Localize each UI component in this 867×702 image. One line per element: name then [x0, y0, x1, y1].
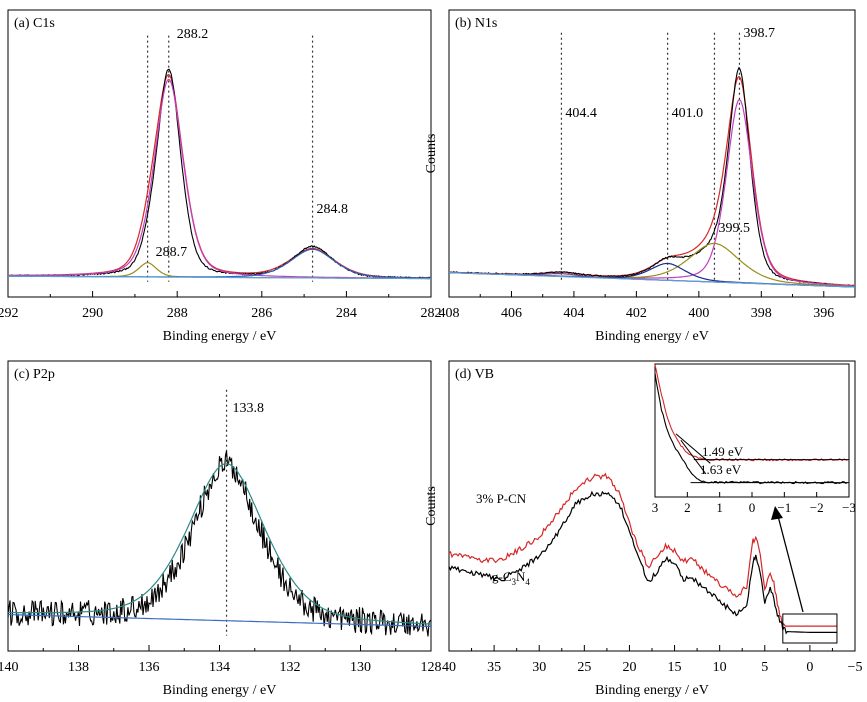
series-envelope	[8, 73, 431, 279]
inset-x-tick-label: −1	[777, 500, 791, 515]
panel-label: (c) P2p	[14, 367, 55, 382]
axes-frame	[448, 9, 856, 298]
series-fit	[8, 463, 432, 625]
panel-label: (b) N1s	[455, 16, 497, 31]
x-axis-label: Binding energy / eV	[595, 329, 709, 344]
x-tick-label: 132	[280, 660, 301, 675]
inset-x-tick-label: −3	[842, 500, 856, 515]
inset-x-tick-label: −2	[810, 500, 824, 515]
x-tick-label: 292	[0, 306, 19, 321]
x-tick-label: 10	[713, 660, 727, 675]
x-axis-label: Binding energy / eV	[163, 683, 277, 698]
inset-panel: 3 2 1 0 −1 −2 −3 1.49 eV 1.63 eV	[652, 363, 856, 515]
x-tick-label: 402	[626, 306, 647, 321]
series-baseline	[8, 614, 432, 628]
peak-label: 401.0	[672, 106, 704, 121]
x-tick-label: 286	[251, 306, 272, 321]
x-tick-label: 406	[501, 306, 522, 321]
peak-label: 288.7	[156, 245, 188, 260]
series-raw	[448, 66, 856, 288]
peak-label: 284.8	[317, 202, 349, 217]
x-tick-label: 136	[139, 660, 160, 675]
x-tick-label: 408	[439, 306, 460, 321]
y-axis-label: Counts	[424, 134, 439, 174]
x-tick-label: 396	[813, 306, 834, 321]
inset-tangent-line	[680, 439, 707, 475]
x-tick-label: 15	[668, 660, 682, 675]
panel-label: (d) VB	[455, 367, 494, 382]
series-raw	[7, 450, 432, 637]
x-tick-label: 404	[563, 306, 584, 321]
zoom-arrow-shaft	[777, 515, 804, 613]
zoom-arrow-head	[771, 506, 783, 520]
axes-frame	[7, 9, 432, 298]
peak-label: 288.2	[177, 27, 209, 42]
x-tick-label: 128	[421, 660, 442, 675]
x-tick-label: 40	[442, 660, 456, 675]
inset-x-tick-label: 3	[652, 500, 659, 515]
x-tick-label: 30	[532, 660, 546, 675]
peak-label: 404.4	[565, 106, 597, 121]
panel-c1s: (a) C1s Binding energy / eV Counts 292 290 28…	[0, 9, 442, 344]
series-label-part: g-C	[492, 569, 512, 584]
inset-frame	[654, 363, 850, 498]
series-raw	[8, 68, 432, 280]
x-tick-label: 134	[209, 660, 230, 675]
panel-n1s: (b) N1s Binding energy / eV Counts 408 406 40…	[424, 9, 856, 344]
inset-x-tick-label: 0	[749, 500, 756, 515]
inset-annotation-gc3n4: 1.63 eV	[700, 462, 742, 477]
x-axis-label: Binding energy / eV	[595, 683, 709, 698]
x-tick-label: 20	[622, 660, 636, 675]
series-component	[449, 99, 856, 287]
panel-label: (a) C1s	[14, 16, 55, 31]
series-label-pcn: 3% P-CN	[476, 491, 527, 506]
x-axis-label: Binding energy / eV	[163, 329, 277, 344]
x-tick-label: 288	[167, 306, 188, 321]
inset-x-tick-label: 2	[684, 500, 691, 515]
peak-label: 398.7	[743, 26, 775, 41]
x-tick-label: −5	[848, 660, 863, 675]
inset-annotation-pcn: 1.49 eV	[702, 444, 744, 459]
zoom-region-box	[782, 613, 838, 644]
x-tick-label: 398	[751, 306, 772, 321]
series-label-part: N	[516, 569, 526, 584]
series-label-part: 3	[512, 577, 517, 587]
x-tick-label: 400	[688, 306, 709, 321]
x-tick-label: 282	[421, 306, 442, 321]
series-label-part: 4	[525, 577, 530, 587]
series-label-gc3n4: g-C3N4	[492, 569, 530, 587]
x-tick-label: 290	[82, 306, 103, 321]
panel-p2p: (c) P2p Binding energy / eV Counts 140 138 13…	[0, 360, 442, 698]
inset-series-0	[654, 364, 848, 462]
x-tick-label: 140	[0, 660, 19, 675]
y-axis-label: Counts	[424, 486, 439, 526]
x-tick-label: 0	[806, 660, 813, 675]
inset-x-tick-label: 1	[716, 500, 723, 515]
series-baseline	[448, 271, 855, 288]
inset-tangent-line	[675, 433, 711, 464]
series-envelope	[449, 75, 855, 287]
x-tick-label: 284	[336, 306, 357, 321]
x-tick-label: 25	[577, 660, 591, 675]
series-p-cn	[448, 472, 837, 627]
x-tick-label: 138	[68, 660, 89, 675]
x-tick-label: 5	[761, 660, 768, 675]
peak-label: 133.8	[233, 401, 264, 416]
x-tick-label: 35	[487, 660, 501, 675]
peak-label: 399.5	[718, 221, 750, 236]
series-component	[8, 78, 431, 279]
series-g-c3n4	[448, 490, 837, 635]
series-baseline	[8, 275, 431, 280]
x-tick-label: 130	[350, 660, 371, 675]
